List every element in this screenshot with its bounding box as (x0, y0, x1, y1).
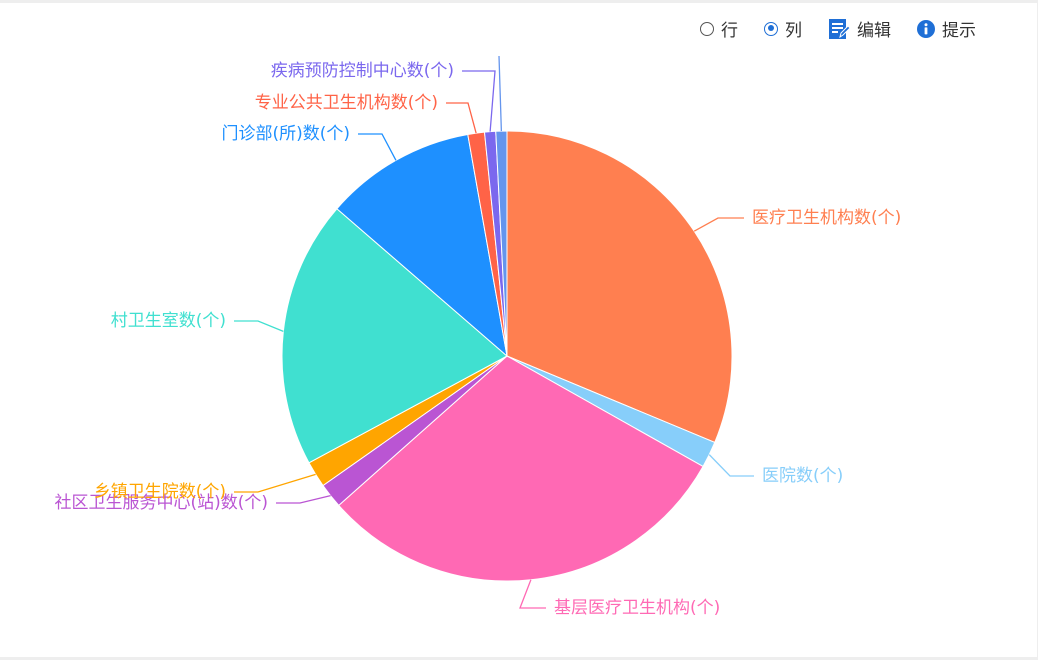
slice-label: 乡镇卫生院数(个) (94, 482, 226, 502)
slice-label: 疾病预防控制中心数(个) (271, 61, 454, 81)
column-radio-label: 列 (785, 21, 802, 41)
slice-leader-line (708, 454, 754, 477)
slice-label: 医疗卫生机构数(个) (752, 208, 901, 228)
row-radio-label: 行 (721, 21, 738, 41)
slice-leader-line (446, 102, 477, 134)
slice-leader-line (462, 70, 496, 132)
pie-slice[interactable] (336, 133, 508, 358)
slice-leader-line (234, 320, 284, 333)
edit-button[interactable]: 编辑 (828, 16, 891, 41)
slice-leader-line (498, 55, 503, 132)
slice-leader-line (276, 495, 331, 504)
chart-toolbar: 行 列 编辑 提示 (700, 16, 976, 41)
tip-label: 提示 (942, 21, 976, 41)
pie-slice[interactable] (495, 130, 508, 357)
slice-label: 医院数(个) (762, 466, 843, 486)
slice-leader-line (234, 473, 316, 493)
column-radio-option[interactable]: 列 (764, 16, 802, 41)
slice-label: 基层医疗卫生机构(个) (554, 598, 720, 618)
slice-label: 专业公共卫生机构数(个) (255, 93, 438, 113)
edit-icon (829, 18, 850, 39)
column-radio-icon[interactable] (764, 21, 778, 36)
slice-leader-line (358, 133, 397, 161)
pie-slice[interactable] (338, 355, 704, 582)
slice-leader-line (693, 217, 744, 232)
edit-label: 编辑 (857, 21, 891, 41)
slice-label: 村卫生室数(个) (111, 311, 226, 331)
row-radio-icon[interactable] (700, 21, 714, 36)
tip-button[interactable]: 提示 (917, 16, 976, 41)
slice-label: 社区卫生服务中心(站)数(个) (54, 493, 268, 513)
info-icon (917, 19, 935, 38)
slice-leader-line (519, 579, 546, 609)
slice-label: 门诊部(所)数(个) (221, 124, 350, 144)
row-radio-option[interactable]: 行 (700, 16, 738, 41)
